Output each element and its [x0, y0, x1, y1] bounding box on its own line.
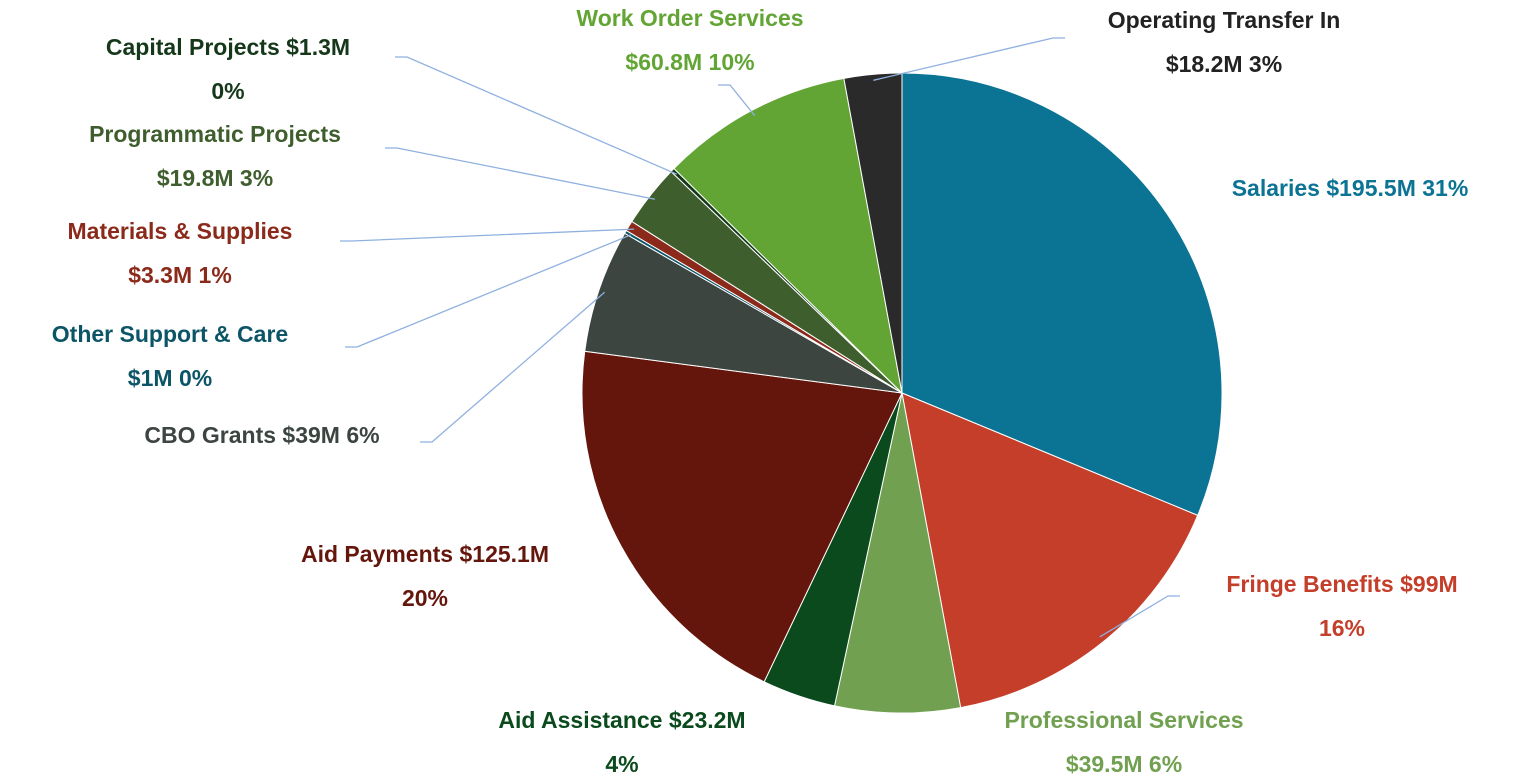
label-part: Aid Payments	[301, 541, 453, 567]
label-part: $3.3M	[128, 262, 192, 288]
data-label: Programmatic Projects $19.8M 3%	[89, 121, 341, 191]
label-line: $60.8M 10%	[625, 49, 754, 75]
label-part: 4%	[605, 751, 638, 777]
label-line: 0%	[211, 78, 244, 104]
data-label: Materials & Supplies $3.3M 1%	[68, 218, 293, 288]
leader-line	[345, 234, 631, 348]
label-part: Work Order Services	[576, 5, 803, 31]
label-part: Salaries	[1232, 175, 1320, 201]
label-part: 0%	[211, 78, 244, 104]
data-label: Aid Assistance $23.2M 4%	[498, 707, 745, 777]
label-part: 3%	[1249, 51, 1282, 77]
data-label: Operating Transfer In $18.2M 3%	[1108, 7, 1341, 77]
label-part: $19.8M	[157, 165, 234, 191]
leader-line	[395, 56, 678, 175]
label-line: CBO Grants $39M 6%	[144, 422, 379, 448]
label-line: $18.2M 3%	[1166, 51, 1282, 77]
label-part: $195.5M	[1326, 175, 1416, 201]
label-line: Other Support & Care	[52, 321, 288, 347]
label-part: Operating Transfer In	[1108, 7, 1341, 33]
label-line: $3.3M 1%	[128, 262, 232, 288]
label-part: $39.5M	[1066, 751, 1143, 777]
label-part: $1.3M	[286, 34, 350, 60]
label-line: $19.8M 3%	[157, 165, 273, 191]
label-part: Aid Assistance	[498, 707, 662, 733]
data-label: Fringe Benefits $99M 16%	[1226, 571, 1457, 641]
label-part: 10%	[709, 49, 755, 75]
label-line: Professional Services	[1004, 707, 1243, 733]
label-part: 31%	[1422, 175, 1468, 201]
label-part: Other Support & Care	[52, 321, 288, 347]
label-line: 20%	[402, 585, 448, 611]
label-part: $1M	[128, 365, 173, 391]
label-line: $39.5M 6%	[1066, 751, 1182, 777]
label-part: Professional Services	[1004, 707, 1243, 733]
pie-slice	[833, 392, 962, 714]
label-part: Fringe Benefits	[1226, 571, 1393, 597]
label-part: $39M	[282, 422, 340, 448]
label-line: 16%	[1319, 615, 1365, 641]
label-line: Aid Payments $125.1M	[301, 541, 549, 567]
label-line: Materials & Supplies	[68, 218, 293, 244]
label-line: Fringe Benefits $99M	[1226, 571, 1457, 597]
leader-line	[873, 37, 1065, 81]
data-label: Aid Payments $125.1M 20%	[301, 541, 549, 611]
data-label: Capital Projects $1.3M 0%	[106, 34, 350, 104]
data-label: Work Order Services $60.8M 10%	[576, 5, 803, 75]
label-part: CBO Grants	[144, 422, 276, 448]
data-label: CBO Grants $39M 6%	[144, 422, 379, 448]
data-label: Salaries $195.5M 31%	[1232, 175, 1469, 201]
label-part: 6%	[346, 422, 379, 448]
label-part: 1%	[199, 262, 232, 288]
leader-line	[1099, 595, 1180, 638]
label-part: $23.2M	[669, 707, 746, 733]
label-part: 20%	[402, 585, 448, 611]
data-label: Professional Services $39.5M 6%	[1004, 707, 1243, 777]
pie-slice	[584, 232, 903, 394]
label-line: 4%	[605, 751, 638, 777]
label-line: Salaries $195.5M 31%	[1232, 175, 1469, 201]
label-line: $1M 0%	[128, 365, 212, 391]
leader-line	[385, 147, 656, 200]
pie-slice	[901, 72, 1223, 517]
pie-slice	[901, 392, 1199, 709]
label-line: Work Order Services	[576, 5, 803, 31]
label-line: Capital Projects $1.3M	[106, 34, 350, 60]
label-part: $125.1M	[459, 541, 549, 567]
leader-line	[718, 84, 756, 117]
leader-line	[420, 291, 606, 443]
pie-slice	[673, 77, 903, 395]
label-part: Capital Projects	[106, 34, 280, 60]
label-line: Programmatic Projects	[89, 121, 341, 147]
label-part: 6%	[1149, 751, 1182, 777]
pie-slice	[581, 350, 903, 683]
data-label: Other Support & Care $1M 0%	[52, 321, 288, 391]
label-line: Operating Transfer In	[1108, 7, 1341, 33]
leader-line	[340, 228, 635, 242]
label-part: 3%	[240, 165, 273, 191]
label-part: 16%	[1319, 615, 1365, 641]
label-part: Materials & Supplies	[68, 218, 293, 244]
label-part: $60.8M	[625, 49, 702, 75]
label-part: Programmatic Projects	[89, 121, 341, 147]
label-part: $18.2M	[1166, 51, 1243, 77]
label-part: $99M	[1400, 571, 1458, 597]
label-line: Aid Assistance $23.2M	[498, 707, 745, 733]
label-part: 0%	[179, 365, 212, 391]
